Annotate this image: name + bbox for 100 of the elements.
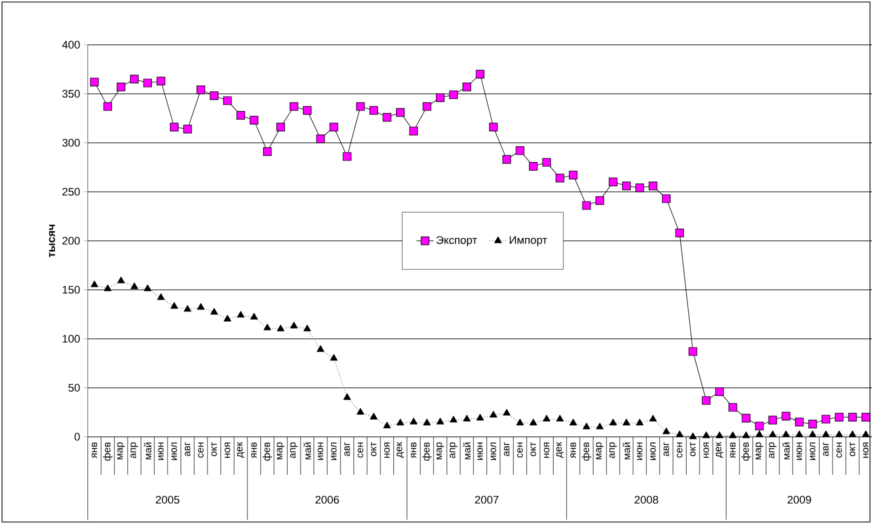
point bbox=[170, 122, 179, 132]
point bbox=[356, 408, 364, 415]
point bbox=[156, 76, 166, 86]
point bbox=[342, 152, 352, 161]
x-tick-label: ноя bbox=[384, 442, 390, 458]
point bbox=[676, 430, 684, 438]
point bbox=[742, 431, 750, 438]
x-tick-label: сен bbox=[198, 442, 204, 458]
point bbox=[436, 418, 444, 424]
point bbox=[103, 102, 112, 111]
point bbox=[702, 431, 710, 438]
point bbox=[516, 418, 524, 426]
point bbox=[636, 418, 644, 426]
point bbox=[302, 106, 312, 115]
point bbox=[795, 418, 804, 426]
point bbox=[862, 412, 870, 422]
point bbox=[396, 108, 405, 117]
point bbox=[648, 182, 658, 190]
x-tick-label: фев bbox=[741, 442, 751, 461]
point bbox=[370, 412, 378, 420]
y-tick-label: 400 bbox=[62, 40, 80, 49]
point bbox=[862, 430, 870, 438]
point bbox=[264, 324, 272, 330]
x-tick-label: май bbox=[303, 442, 311, 460]
point bbox=[183, 124, 192, 134]
point bbox=[568, 170, 578, 180]
point bbox=[276, 122, 285, 132]
x-tick-label: фев bbox=[103, 442, 112, 461]
point bbox=[702, 396, 711, 405]
y-tick-label: 100 bbox=[62, 334, 80, 343]
point bbox=[808, 420, 817, 428]
point bbox=[728, 403, 738, 412]
x-tick-label: окт bbox=[530, 442, 536, 456]
x-tick-label: мар bbox=[276, 442, 284, 460]
x-tick-label: июл bbox=[810, 442, 816, 460]
point bbox=[502, 155, 512, 164]
point bbox=[250, 312, 258, 320]
x-tick-label: янв bbox=[410, 442, 416, 458]
text: 2005 bbox=[156, 496, 180, 504]
point bbox=[596, 196, 604, 205]
x-tick-label: июл bbox=[331, 442, 337, 460]
x-tick-label: июн bbox=[477, 442, 483, 460]
x-tick-label: дек bbox=[396, 442, 404, 458]
point bbox=[768, 430, 776, 438]
point bbox=[622, 182, 631, 190]
x-tick-label: авг bbox=[184, 442, 190, 456]
point bbox=[90, 280, 98, 288]
x-tick-label: янв bbox=[570, 442, 576, 458]
y-tick-label: 300 bbox=[62, 138, 80, 147]
point bbox=[157, 293, 165, 300]
y-tick-label: 0 bbox=[74, 432, 80, 441]
x-tick-label: дек bbox=[716, 442, 724, 458]
point bbox=[330, 122, 338, 132]
point bbox=[462, 82, 472, 92]
point bbox=[236, 310, 244, 318]
point bbox=[409, 126, 418, 136]
point bbox=[782, 430, 790, 438]
legend-label: Импорт bbox=[510, 236, 548, 246]
y-tick-label: 150 bbox=[62, 286, 80, 294]
point bbox=[290, 322, 298, 328]
x-tick-label: мар bbox=[436, 442, 444, 460]
point bbox=[622, 418, 630, 426]
x-tick-label: июл bbox=[490, 442, 496, 460]
point bbox=[263, 147, 272, 156]
x-tick-label: окт bbox=[690, 442, 696, 456]
point bbox=[556, 174, 564, 182]
point bbox=[715, 387, 724, 396]
point bbox=[316, 134, 325, 144]
x-tick-label: сен bbox=[517, 442, 523, 458]
point bbox=[356, 102, 365, 111]
point bbox=[768, 416, 778, 424]
x-tick-label: фев bbox=[262, 442, 272, 461]
point bbox=[343, 393, 351, 400]
point bbox=[502, 408, 510, 416]
x-tick-label: июн bbox=[636, 442, 642, 460]
text: 2008 bbox=[634, 496, 658, 504]
point bbox=[90, 78, 99, 86]
x-tick-label: авг bbox=[664, 442, 670, 456]
x-tick-label: сен bbox=[836, 442, 842, 458]
point bbox=[675, 228, 684, 238]
point bbox=[290, 102, 298, 111]
point bbox=[197, 303, 205, 310]
x-tick-label: апр bbox=[609, 442, 617, 458]
x-tick-label: июл bbox=[650, 442, 656, 460]
x-tick-label: апр bbox=[768, 442, 776, 458]
point bbox=[755, 422, 764, 430]
point bbox=[117, 276, 125, 284]
point bbox=[276, 324, 284, 332]
point bbox=[224, 314, 232, 322]
point bbox=[250, 116, 258, 125]
y-tick-label: 350 bbox=[62, 90, 80, 98]
y-tick-label: 250 bbox=[62, 188, 80, 196]
point bbox=[716, 431, 724, 438]
x-tick-label: май bbox=[463, 442, 471, 460]
point bbox=[542, 414, 550, 422]
point bbox=[369, 106, 378, 115]
point bbox=[423, 418, 431, 426]
point bbox=[489, 122, 498, 132]
point bbox=[542, 158, 551, 167]
point bbox=[476, 414, 484, 420]
